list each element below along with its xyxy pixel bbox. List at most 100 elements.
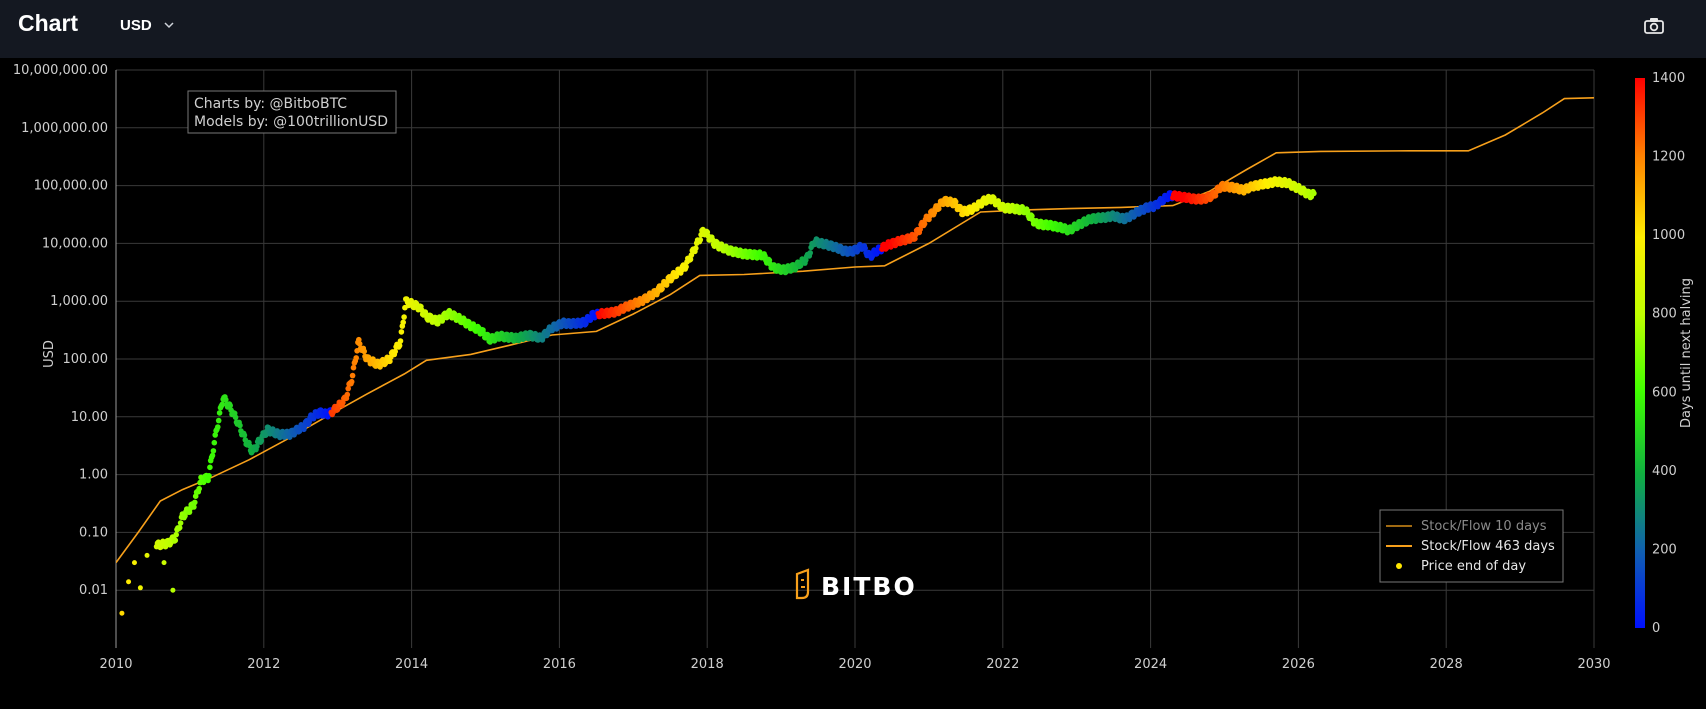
credits-box: Charts by: @BitboBTC Models by: @100tril… <box>187 90 397 134</box>
colorbar-tick-label: 0 <box>1652 621 1660 636</box>
price-point <box>211 439 218 446</box>
price-point <box>862 245 868 252</box>
price-point <box>683 264 689 270</box>
price-point <box>191 504 197 510</box>
price-point <box>241 432 248 439</box>
x-tick-label: 2028 <box>1430 657 1463 672</box>
price-point-early <box>144 552 150 558</box>
page-title: Chart <box>18 10 79 36</box>
price-point-early <box>126 579 132 585</box>
price-point <box>687 256 694 263</box>
price-point <box>237 422 243 429</box>
price-point <box>350 364 357 371</box>
price-point <box>209 452 216 459</box>
price-point <box>1311 190 1317 197</box>
price-point <box>921 221 928 227</box>
price-point <box>219 401 226 408</box>
y-axis-label: USD <box>42 340 57 368</box>
colorbar-tick-label: 200 <box>1652 542 1677 557</box>
price-point <box>172 537 179 544</box>
price-point <box>401 314 407 320</box>
price-point <box>182 513 188 519</box>
price-point <box>1024 208 1031 215</box>
top-bar: Chart USD <box>0 0 1706 58</box>
x-axis: 2010 2012 2014 2016 2018 2020 2022 2024 2026 2028… <box>99 657 1610 672</box>
chart: 10,000,000.00 1,000,000.00 100,000.00 10,00… <box>13 63 1694 672</box>
x-tick-label: 2030 <box>1577 657 1610 672</box>
colorbar-tick-label: 1400 <box>1652 71 1685 86</box>
colorbar-ticks: 1400 1200 1000 800 600 400 200 0 <box>1652 71 1685 636</box>
camera-icon[interactable] <box>1643 16 1667 38</box>
price-point <box>697 237 704 243</box>
x-tick-label: 2024 <box>1134 657 1167 672</box>
price-point-early <box>161 560 167 566</box>
price-point <box>912 235 918 242</box>
colorbar-tick-label: 1200 <box>1652 150 1685 165</box>
colorbar-tick-label: 1000 <box>1652 228 1685 243</box>
y-tick-label: 1,000,000.00 <box>21 121 108 136</box>
price-point <box>348 378 355 385</box>
price-point <box>952 199 959 205</box>
price-point <box>693 245 699 251</box>
x-tick-label: 2022 <box>986 657 1019 672</box>
x-tick-label: 2020 <box>838 657 871 672</box>
y-tick-label: 0.01 <box>79 583 108 598</box>
x-tick-label: 2018 <box>691 657 724 672</box>
price-point <box>356 341 363 347</box>
price-point <box>397 338 404 344</box>
price-point <box>192 499 198 506</box>
grid <box>115 69 1595 648</box>
price-point <box>306 419 313 425</box>
price-point <box>212 432 218 438</box>
x-tick-label: 2016 <box>543 657 576 672</box>
colorbar: 1400 1200 1000 800 600 400 200 0 Days until nex… <box>1635 71 1694 636</box>
price-point-early <box>137 585 143 591</box>
legend[interactable]: Stock/Flow 10 days Stock/Flow 463 days P… <box>1379 509 1564 583</box>
price-point <box>688 252 695 258</box>
chevron-down-icon <box>162 19 176 33</box>
price-point <box>917 226 923 232</box>
price-point <box>215 424 221 430</box>
price-point <box>807 250 813 256</box>
y-tick-label: 1,000.00 <box>50 294 108 309</box>
x-tick-label: 2026 <box>1282 657 1315 672</box>
y-tick-label: 100,000.00 <box>34 179 108 194</box>
y-tick-label: 10,000.00 <box>42 236 108 251</box>
y-tick-label: 10,000,000.00 <box>13 63 108 78</box>
price-point <box>210 448 217 454</box>
y-tick-label: 100.00 <box>63 352 109 367</box>
price-point <box>206 473 212 479</box>
price-point <box>176 524 183 531</box>
price-point <box>216 410 223 416</box>
legend-price[interactable]: Price end of day <box>1421 559 1526 574</box>
legend-sf10[interactable]: Stock/Flow 10 days <box>1421 519 1547 534</box>
price-point <box>762 253 768 259</box>
legend-sf463[interactable]: Stock/Flow 463 days <box>1421 539 1555 554</box>
price-point <box>400 319 407 326</box>
y-axis: 10,000,000.00 1,000,000.00 100,000.00 10,00… <box>13 63 108 598</box>
price-point <box>215 417 222 424</box>
colorbar-tick-label: 600 <box>1652 385 1677 400</box>
colorbar-label: Days until next halving <box>1679 278 1694 428</box>
price-point <box>205 477 211 484</box>
price-point <box>207 464 213 471</box>
colorbar-gradient <box>1635 78 1645 628</box>
price-point <box>398 329 405 335</box>
series-layer <box>116 97 1594 616</box>
price-point <box>353 355 360 361</box>
price-point <box>356 336 362 343</box>
price-point <box>258 437 265 444</box>
x-tick-label: 2010 <box>99 657 132 672</box>
price-point <box>344 391 351 398</box>
y-tick-label: 1.00 <box>79 468 108 483</box>
credit-line-1: Charts by: @BitboBTC <box>194 96 347 112</box>
price-point-early <box>170 587 176 593</box>
price-point <box>361 348 368 355</box>
currency-selector[interactable]: USD <box>120 17 176 34</box>
currency-label: USD <box>120 17 152 34</box>
credit-line-2: Models by: @100trillionUSD <box>194 114 388 130</box>
watermark-text: BITBO <box>821 572 917 601</box>
x-tick-label: 2014 <box>395 657 428 672</box>
colorbar-tick-label: 400 <box>1652 464 1677 479</box>
price-point <box>396 342 403 349</box>
